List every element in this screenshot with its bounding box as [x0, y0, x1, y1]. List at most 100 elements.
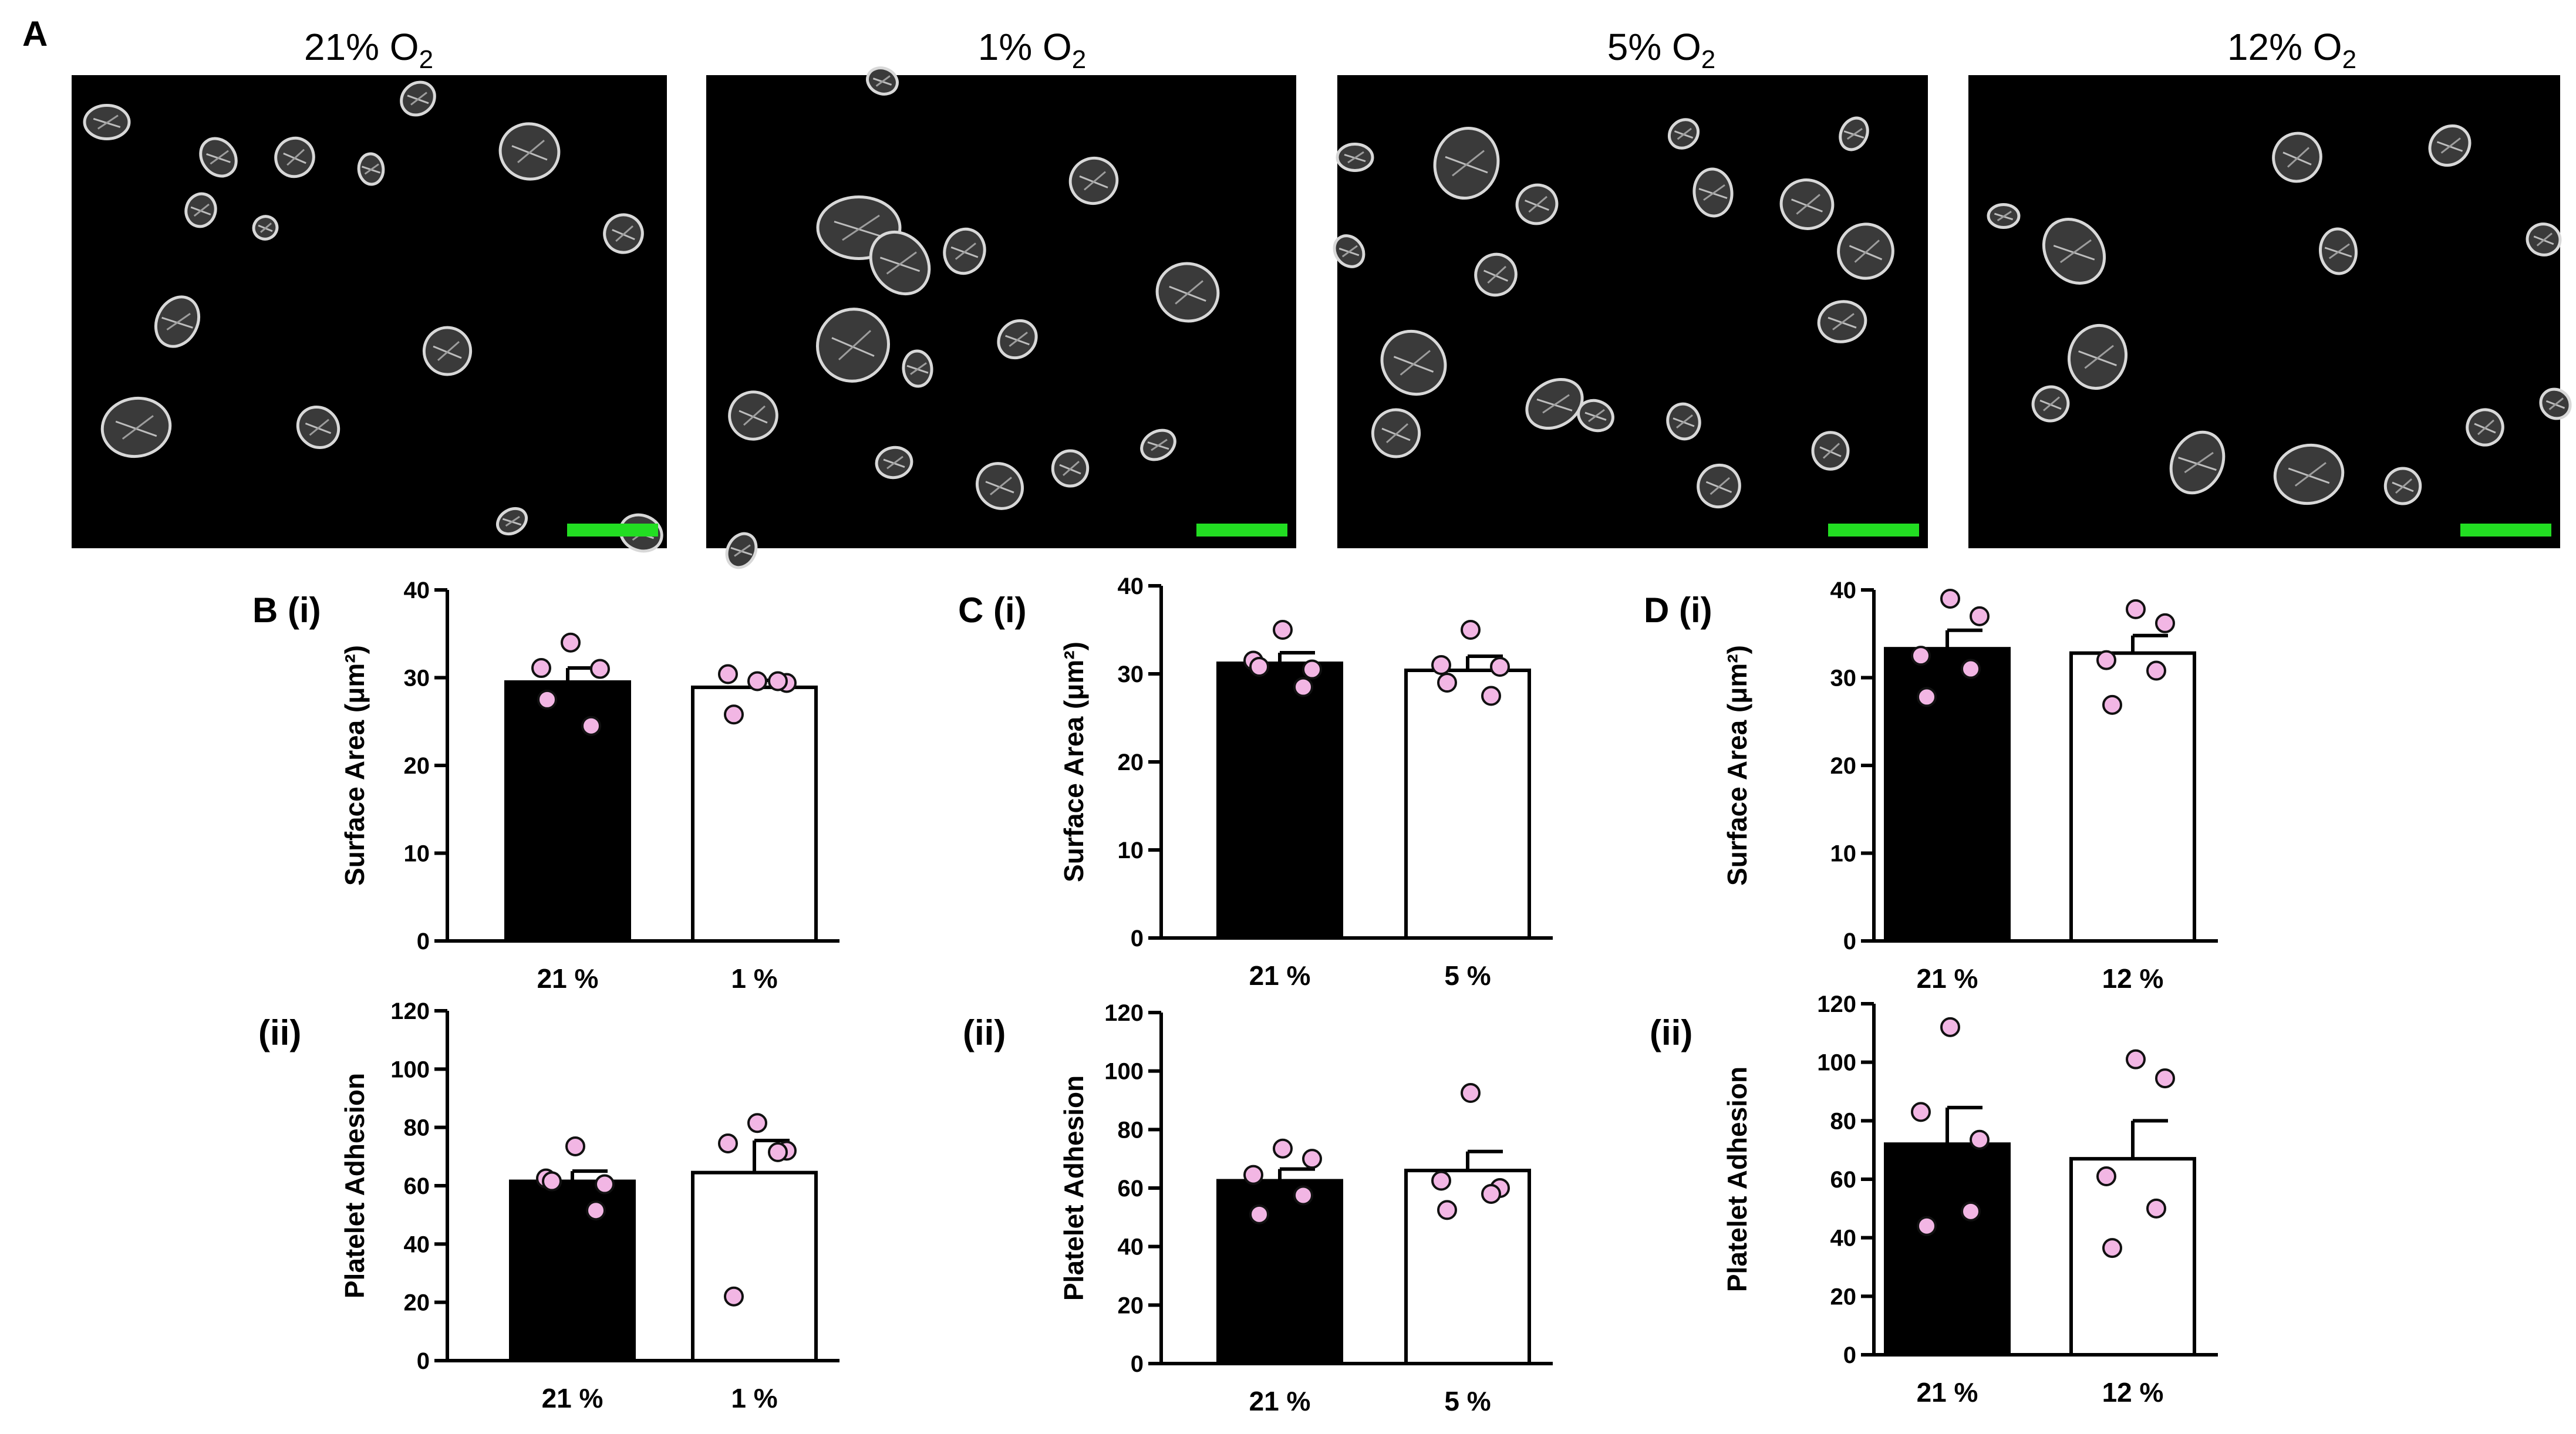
bar: [1884, 1142, 2011, 1357]
y-tick-label: 10: [1830, 841, 1857, 867]
platelet-cell: [866, 66, 899, 96]
panel-label: C (i): [958, 591, 1027, 630]
platelet-cell: [296, 406, 340, 449]
data-point: [531, 658, 551, 679]
data-point: [1940, 1017, 1960, 1037]
platelet-cell: [1779, 178, 1835, 230]
y-tick-label: 120: [1104, 1000, 1144, 1026]
platelet-cell: [199, 137, 238, 178]
y-tick-label: 120: [1817, 991, 1856, 1017]
bar: [691, 685, 818, 943]
panel-label: D (i): [1644, 591, 1712, 630]
platelet-cell: [725, 532, 758, 569]
data-point: [1940, 588, 1960, 609]
platelet-cell: [1336, 143, 1374, 172]
platelet-cell: [1333, 234, 1365, 268]
x-tick-label: 21 %: [1249, 1386, 1311, 1416]
y-tick-label: 30: [1830, 666, 1857, 691]
platelet-cell: [1811, 431, 1850, 471]
x-tick-label: 21 %: [1917, 1377, 1978, 1408]
y-tick-label: 20: [404, 1290, 430, 1316]
platelet-cell: [2466, 408, 2504, 447]
y-tick-label: 80: [1118, 1117, 1144, 1143]
data-point: [1437, 1200, 1457, 1220]
platelet-cell: [1697, 463, 1741, 509]
y-axis-label: Surface Area (μm²): [1058, 642, 1089, 882]
data-point: [2102, 1238, 2122, 1258]
data-point: [565, 1136, 585, 1156]
data-point: [1273, 620, 1293, 640]
y-axis-label: Platelet Adhesion: [1722, 1067, 1752, 1292]
data-point: [1481, 1183, 1501, 1204]
platelet-cell: [274, 136, 315, 178]
data-point: [1911, 646, 1931, 666]
data-point: [718, 664, 738, 684]
y-tick-label: 60: [1118, 1176, 1144, 1202]
chart-d-ii: (ii) 0 20 40 60 80 100 120 Platelet Adhesion 21 %…: [1650, 991, 2218, 1408]
y-tick-label: 0: [1131, 926, 1144, 951]
panel-label: (ii): [258, 1013, 301, 1052]
y-tick-label: 40: [404, 1231, 430, 1257]
data-point: [2146, 660, 2166, 681]
platelet-cell: [2031, 385, 2070, 423]
x-tick-label: 12 %: [2102, 1377, 2164, 1408]
platelet-cells: [83, 66, 2572, 569]
platelet-cell: [2042, 218, 2106, 285]
data-point: [1249, 1204, 1269, 1224]
platelet-cell: [815, 308, 891, 383]
platelet-cell: [83, 104, 131, 140]
data-point: [590, 659, 610, 679]
platelet-cell: [1515, 183, 1559, 225]
platelet-cell: [2526, 222, 2562, 257]
platelet-cell: [1667, 118, 1700, 150]
panel-label: B (i): [252, 591, 321, 630]
bar: [504, 680, 631, 943]
data-point: [1961, 659, 1981, 679]
y-tick-label: 120: [390, 998, 430, 1024]
micrograph-12-title-sub: 2: [2342, 45, 2356, 74]
data-point: [1273, 1138, 1293, 1159]
platelet-cell: [2539, 387, 2572, 420]
platelet-cell: [1577, 399, 1614, 433]
scale-bar: [1828, 524, 1919, 537]
y-tick-label: 20: [1830, 1284, 1857, 1310]
chart-d-i: D (i) 0 10 20 30 40 Surface Area (μm²) 21 % 12 %: [1644, 578, 2218, 994]
data-point: [581, 716, 601, 736]
platelet-cell: [728, 390, 778, 441]
data-point: [1970, 606, 1990, 626]
x-tick-label: 21 %: [1917, 963, 1978, 994]
y-tick-label: 0: [1843, 929, 1856, 954]
data-point: [1302, 1149, 1322, 1169]
platelet-cell: [2383, 467, 2422, 505]
y-tick-label: 30: [404, 666, 430, 691]
y-tick-label: 10: [1118, 838, 1144, 863]
micrograph-12-title-main: 12% O: [2227, 26, 2342, 68]
data-point: [2155, 613, 2175, 633]
platelet-cell: [997, 319, 1038, 360]
data-point: [2126, 599, 2146, 619]
y-tick-label: 40: [1118, 1234, 1144, 1260]
platelet-cell: [1371, 408, 1421, 458]
y-tick-label: 80: [1830, 1108, 1857, 1134]
bar: [1216, 662, 1343, 940]
y-axis-label: Platelet Adhesion: [339, 1073, 370, 1298]
platelet-cell: [603, 213, 644, 254]
micrograph-12-image: [1968, 75, 2560, 548]
data-point: [1970, 1129, 1990, 1150]
platelet-cell: [1692, 167, 1734, 218]
platelet-cell: [869, 230, 931, 296]
bar: [2069, 651, 2196, 943]
micrograph-21-title-sub: 2: [419, 45, 433, 74]
data-point: [1431, 1170, 1451, 1191]
data-point: [2146, 1198, 2166, 1219]
platelet-cell: [975, 462, 1024, 510]
chart-c-ii: (ii) 0 20 40 60 80 100 120 Platelet Adhesion 21 %…: [963, 1000, 1553, 1416]
bar: [509, 1179, 636, 1363]
x-tick-label: 21 %: [1249, 960, 1311, 991]
data-point: [2102, 694, 2122, 715]
y-tick-label: 0: [417, 1348, 430, 1374]
y-tick-label: 20: [1118, 1293, 1144, 1318]
x-tick-label: 5 %: [1444, 960, 1491, 991]
data-point: [1243, 1165, 1263, 1185]
